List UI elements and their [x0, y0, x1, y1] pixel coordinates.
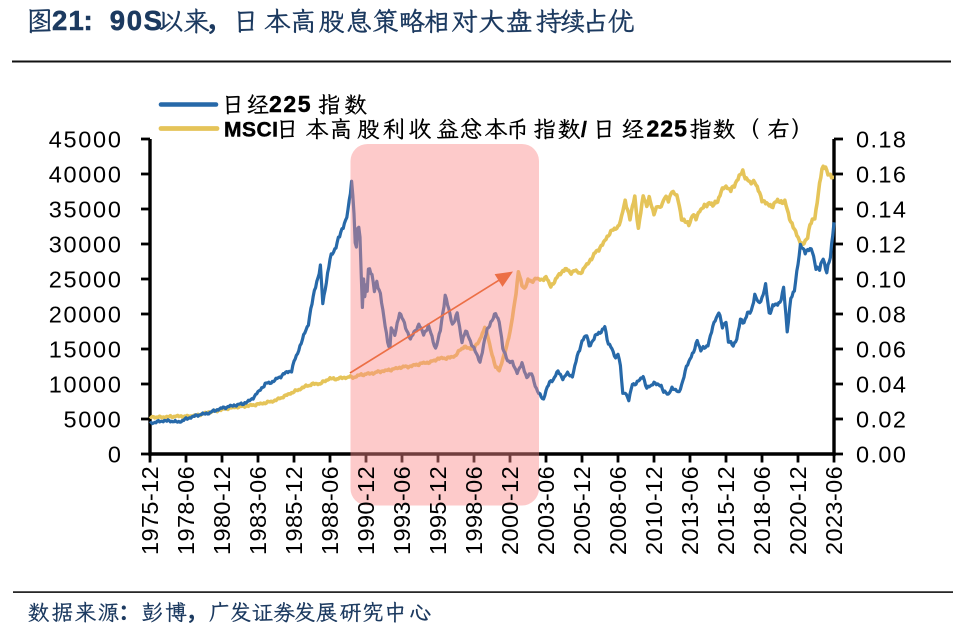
svg-text:2010-12: 2010-12 [641, 466, 667, 555]
svg-text:2013-06: 2013-06 [677, 466, 703, 555]
svg-text:15000: 15000 [49, 336, 123, 362]
svg-text:0.08: 0.08 [856, 301, 907, 327]
svg-text:21: 21 [52, 5, 85, 36]
svg-text:0.18: 0.18 [856, 126, 907, 152]
svg-text:1978-06: 1978-06 [173, 466, 199, 555]
svg-text:225: 225 [647, 116, 688, 142]
svg-text:1985-12: 1985-12 [281, 466, 307, 555]
svg-text:/: / [581, 119, 587, 142]
svg-text:1975-12: 1975-12 [137, 466, 163, 555]
svg-text:2005-12: 2005-12 [569, 466, 595, 555]
svg-text:5000: 5000 [64, 406, 123, 432]
svg-text:10000: 10000 [49, 371, 123, 397]
svg-text:2000-12: 2000-12 [497, 466, 523, 555]
svg-text:30000: 30000 [49, 231, 123, 257]
svg-text:2015-12: 2015-12 [713, 466, 739, 555]
svg-text:0: 0 [108, 441, 123, 467]
svg-text:90S: 90S [110, 5, 164, 36]
svg-text:1993-06: 1993-06 [389, 466, 415, 555]
svg-text:0.16: 0.16 [856, 161, 907, 187]
svg-text:2020-12: 2020-12 [785, 466, 811, 555]
svg-text:1983-06: 1983-06 [245, 466, 271, 555]
svg-text:0.04: 0.04 [856, 371, 907, 397]
svg-text:0.00: 0.00 [856, 441, 907, 467]
svg-text:45000: 45000 [49, 126, 123, 152]
svg-text:2023-06: 2023-06 [821, 466, 847, 555]
svg-text:0.06: 0.06 [856, 336, 907, 362]
svg-text:1998-06: 1998-06 [461, 466, 487, 555]
svg-text:2003-06: 2003-06 [533, 466, 559, 555]
svg-text:0.02: 0.02 [856, 406, 907, 432]
svg-text:0.10: 0.10 [856, 266, 907, 292]
svg-text::: : [84, 5, 93, 36]
svg-text:25000: 25000 [49, 266, 123, 292]
svg-text:1995-12: 1995-12 [425, 466, 451, 555]
svg-text:0.12: 0.12 [856, 231, 907, 257]
svg-text:35000: 35000 [49, 196, 123, 222]
svg-text:2018-06: 2018-06 [749, 466, 775, 555]
svg-text:2008-06: 2008-06 [605, 466, 631, 555]
svg-text:0.14: 0.14 [856, 196, 907, 222]
svg-text:20000: 20000 [49, 301, 123, 327]
svg-text:MSCI: MSCI [224, 119, 279, 142]
svg-text:1980-12: 1980-12 [209, 466, 235, 555]
svg-text:1990-12: 1990-12 [353, 466, 379, 555]
svg-text:1988-06: 1988-06 [317, 466, 343, 555]
svg-text:225: 225 [269, 91, 312, 117]
svg-text:40000: 40000 [49, 161, 123, 187]
